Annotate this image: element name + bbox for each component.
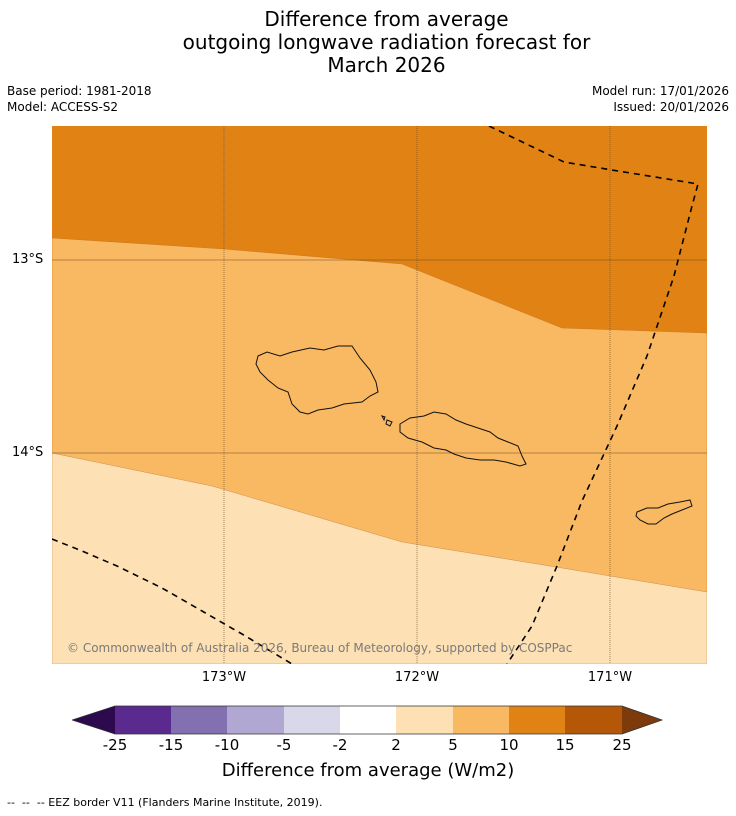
meta-right: Model run: 17/01/2026 Issued: 20/01/2026 — [592, 83, 729, 115]
colorbar-tick-neg10: -10 — [214, 736, 240, 754]
map-title: Difference from average outgoing longwav… — [0, 8, 736, 77]
colorbar-bin-15-25 — [565, 706, 622, 734]
islet-apolima — [381, 415, 386, 422]
colorbar-bin-neg10-neg5 — [227, 706, 284, 734]
colorbar-tick-neg15: -15 — [158, 736, 184, 754]
colorbar-tick-neg2: -2 — [332, 736, 348, 754]
title-line-2: outgoing longwave radiation forecast for — [182, 30, 591, 54]
eez-legend-note: -- -- -- EEZ border V11 (Flanders Marine… — [7, 796, 323, 809]
islands — [255, 345, 693, 525]
colorbar-bin-neg15-neg10 — [171, 706, 227, 734]
colorbar-label: Difference from average (W/m2) — [221, 760, 515, 781]
map-canvas — [52, 126, 707, 664]
model-run: Model run: 17/01/2026 — [591, 84, 729, 98]
colorbar-tick-2: 2 — [391, 736, 401, 754]
map-panel — [52, 126, 707, 664]
eez-border — [52, 126, 700, 664]
colorbar-outline — [70, 705, 664, 735]
graticule — [52, 126, 707, 664]
island-upolu — [399, 411, 527, 467]
colorbar-tick-neg25: -25 — [102, 736, 128, 754]
model-name: Model: ACCESS-S2 — [7, 100, 119, 114]
colorbar-tick-5: 5 — [448, 736, 458, 754]
eez-border-east — [488, 126, 700, 664]
colorbar-bin-2-5 — [396, 706, 453, 734]
title-line-3: March 2026 — [327, 53, 446, 77]
lon-label-173w: 173°W — [201, 670, 247, 685]
title-line-1: Difference from average — [264, 7, 509, 31]
colorbar-bin-neg5-neg2 — [284, 706, 340, 734]
colorbar-bin-5-10 — [453, 706, 509, 734]
lon-label-172w: 172°W — [394, 670, 440, 685]
base-period: Base period: 1981-2018 — [7, 84, 152, 98]
island-tutuila — [635, 499, 693, 525]
issued-date: Issued: 20/01/2026 — [613, 100, 729, 114]
colorbar-tick-10: 10 — [499, 736, 519, 754]
eez-border-southwest — [52, 538, 293, 664]
colorbar-svg — [70, 705, 664, 735]
colorbar-tick-neg5: -5 — [276, 736, 292, 754]
colorbar-extend-high — [622, 706, 662, 734]
meta-left: Base period: 1981-2018 Model: ACCESS-S2 — [7, 83, 152, 115]
region-2-to-5 — [52, 452, 707, 664]
island-savaii — [255, 345, 379, 415]
lat-label-13s: 13°S — [12, 252, 44, 267]
colorbar-tick-15: 15 — [555, 736, 575, 754]
copyright-notice: © Commonwealth of Australia 2026, Bureau… — [67, 641, 573, 655]
lon-label-171w: 171°W — [587, 670, 633, 685]
lat-label-14s: 14°S — [12, 445, 44, 460]
colorbar — [70, 704, 664, 740]
colorbar-bin-neg2-2 — [340, 706, 396, 734]
colorbar-bin-neg25-neg15 — [115, 706, 171, 734]
colorbar-extend-low — [72, 706, 115, 734]
colorbar-tick-25: 25 — [612, 736, 632, 754]
islet-manono — [385, 419, 393, 427]
colorbar-bin-10-15 — [509, 706, 565, 734]
